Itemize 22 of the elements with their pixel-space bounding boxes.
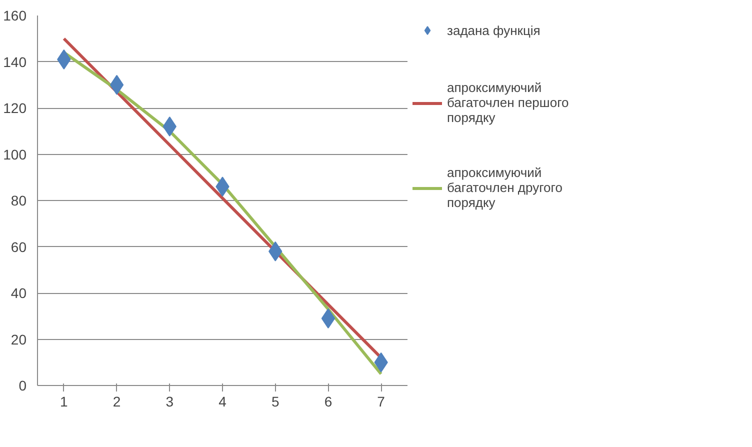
y-tick-label: 160: [3, 8, 27, 24]
y-tick-label: 100: [3, 146, 27, 162]
x-tick-label: 4: [218, 394, 227, 410]
y-tick-label: 40: [10, 285, 27, 301]
x-tick-label: 3: [166, 394, 174, 410]
x-tick-label: 7: [377, 394, 386, 410]
y-tick-label: 20: [10, 331, 27, 348]
point: [110, 74, 124, 95]
y-tick-label: 60: [10, 238, 27, 255]
x-tick-label: 2: [112, 394, 121, 410]
y-tick-label: 120: [3, 100, 27, 116]
x-tick-label: 6: [324, 394, 332, 410]
y-tick-label: 0: [18, 378, 27, 394]
y-tick-label: 140: [3, 54, 27, 70]
y-tick-label: 80: [10, 192, 27, 208]
x-tick-label: 5: [271, 394, 280, 410]
point: [162, 116, 176, 136]
point: [321, 308, 336, 328]
x-tick-label: 1: [60, 394, 68, 410]
legend-label: апроксимуючий багаточлен першого порядку: [447, 80, 569, 125]
legend-label: апроксимуючий багаточлен другого порядку: [447, 165, 562, 210]
legend-label: задана функція: [447, 22, 540, 38]
